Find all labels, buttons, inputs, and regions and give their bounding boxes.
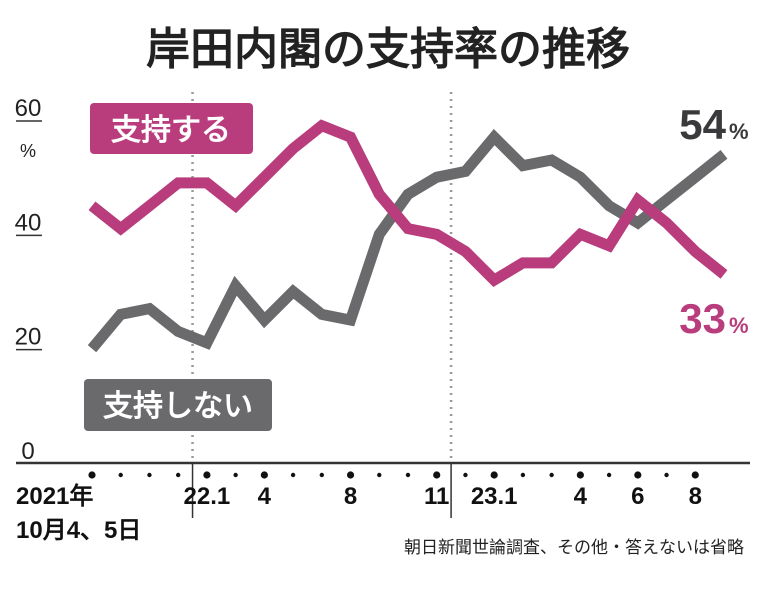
x-label-start-1: 10月4、5日 [16,517,141,544]
source-note: 朝日新聞世論調査、その他・答えないは省略 [404,538,744,558]
x-dot-14 [490,471,498,479]
x-dot-19 [634,471,642,479]
nonsupport-series-line [87,128,728,353]
x-label-2: 4 [258,483,272,510]
chart-title: 岸田内閣の支持率の推移 [146,24,630,75]
x-label-8: 8 [689,483,702,510]
legend-nonsupport: 支持しない [84,379,272,431]
y-tick-label-40: 40 [15,209,42,236]
x-dot-7 [290,472,296,478]
y-tick-label-0: 0 [21,438,34,465]
x-axis-dots [88,471,699,479]
x-dot-21 [691,471,699,479]
x-dot-11 [405,472,411,478]
end-label-support: 33 % [679,295,748,342]
legend-support-box [90,103,253,154]
x-dot-3 [175,472,181,478]
x-dot-18 [606,472,612,478]
legend-nonsupport-box [84,379,272,431]
x-dot-2 [147,472,152,478]
support-series-line [88,119,728,288]
x-dot-12 [433,471,441,479]
x-dot-13 [463,472,468,478]
x-dot-8 [319,472,325,478]
x-dot-4 [203,471,211,479]
x-dot-0 [88,471,96,479]
end-value-nonsupport: 54 [679,101,726,148]
end-label-nonsupport: 54 % [679,101,748,148]
x-label-1: 22.1 [184,483,231,510]
x-dot-15 [520,472,526,478]
x-label-start-0: 2021年 [16,482,93,510]
x-label-3: 8 [344,483,357,510]
x-label-5: 23.1 [471,483,518,510]
x-dot-6 [260,471,268,479]
y-tick-label-60: 60 [15,95,42,122]
end-pct-support: % [729,313,749,338]
x-dot-16 [549,472,554,478]
end-pct-nonsupport: % [729,119,749,144]
x-label-7: 6 [631,483,644,510]
legend-nonsupport-label: 支持しない [103,389,253,424]
y-unit-label: % [20,141,36,161]
x-dot-1 [118,472,123,478]
x-axis-labels: 2021年 10月4、5日 22.1 4 8 11 23.1 4 6 8 [16,482,702,544]
x-label-4: 11 [424,483,449,510]
y-axis: 0 20 40 60 [15,95,42,465]
legend-support: 支持する [90,103,253,154]
end-value-support: 33 [679,295,726,342]
y-tick-label-20: 20 [15,324,42,351]
x-dot-17 [576,471,584,479]
x-dot-5 [233,472,238,478]
x-dot-20 [664,472,669,478]
x-dot-10 [377,472,382,478]
x-label-6: 4 [574,483,588,510]
x-dot-9 [346,471,355,479]
legend-support-label: 支持する [111,113,231,148]
